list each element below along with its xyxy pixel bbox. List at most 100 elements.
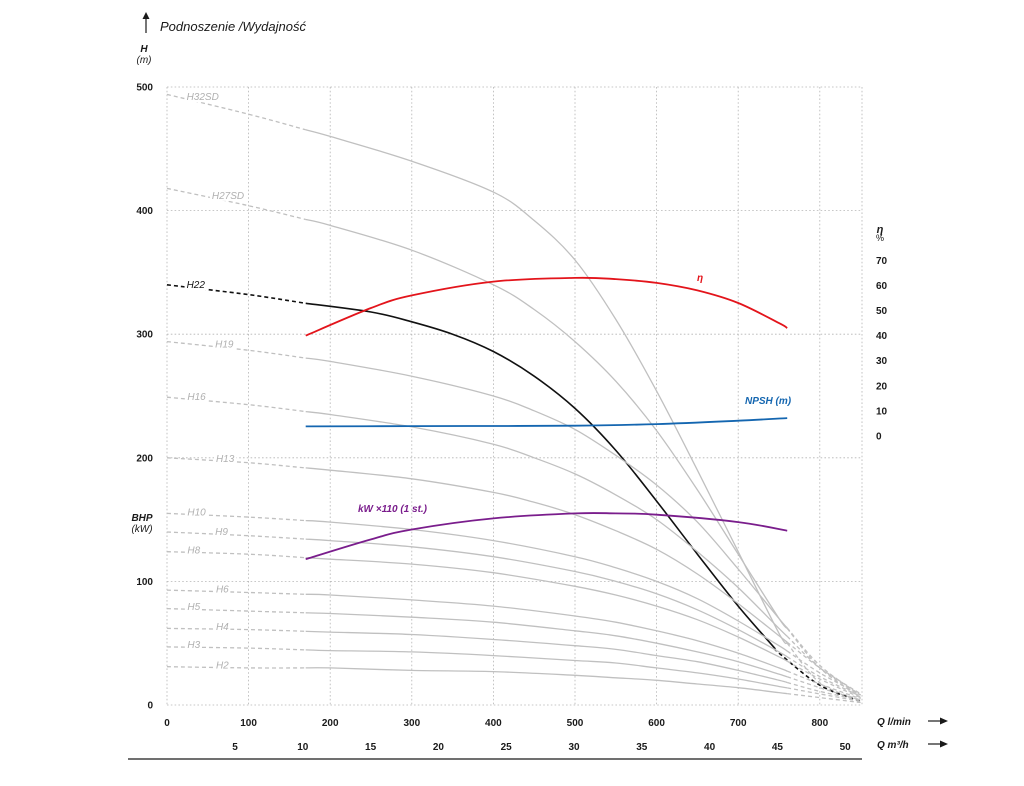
head-curve-h19 bbox=[305, 357, 788, 629]
x2-tick-label: 50 bbox=[840, 742, 852, 753]
head-curve-dashed-h8 bbox=[166, 551, 306, 559]
eta-tick-label: 50 bbox=[876, 306, 888, 317]
curve-label-h10: H10 bbox=[187, 507, 206, 518]
efficiency-curve bbox=[305, 276, 788, 337]
curve-label-h9: H9 bbox=[215, 527, 228, 538]
curve-label-h5: H5 bbox=[187, 602, 200, 613]
bhp-axis-label: BHP bbox=[131, 513, 152, 524]
x2-tick-label: 35 bbox=[636, 742, 648, 753]
x2-tick-label: 5 bbox=[232, 742, 238, 753]
q-m3h-arrow-icon bbox=[940, 740, 948, 748]
y-axis-arrow-icon bbox=[142, 12, 150, 19]
curve-label-h22: H22 bbox=[187, 280, 206, 291]
head-curve-h3 bbox=[305, 649, 788, 689]
x-tick-label: 400 bbox=[485, 718, 502, 729]
head-curve-h27sd bbox=[305, 218, 788, 629]
eta-tick-label: 60 bbox=[876, 281, 888, 292]
head-curve-dashed-h4 bbox=[787, 681, 861, 701]
performance-curves: η NPSH (m) kW ×110 (1 st.) bbox=[305, 273, 792, 561]
curve-label-bg bbox=[213, 338, 236, 350]
head-curve-h4 bbox=[305, 630, 788, 684]
curve-label-bg bbox=[213, 659, 231, 671]
x2-tick-label: 45 bbox=[772, 742, 784, 753]
curve-label-bg bbox=[185, 544, 202, 556]
curve-label-bg bbox=[213, 452, 237, 464]
head-curve-dashed-h13 bbox=[786, 641, 861, 695]
curve-label-bg bbox=[213, 621, 231, 633]
x-tick-label: 100 bbox=[240, 718, 257, 729]
x-tick-label: 500 bbox=[567, 718, 584, 729]
eta-tick-label: 10 bbox=[876, 406, 888, 417]
bottom-axis-label: Q l/min bbox=[877, 717, 911, 728]
head-curve-dashed-h19 bbox=[786, 627, 861, 696]
eta-tick-label: 40 bbox=[876, 331, 888, 342]
y-tick-label: 200 bbox=[136, 453, 153, 464]
curve-label-h27sd: H27SD bbox=[212, 191, 244, 202]
curve-label-bg bbox=[185, 391, 208, 403]
head-curve-dashed-h32sd bbox=[786, 642, 861, 701]
curve-label-bg bbox=[185, 601, 202, 613]
curve-label-h13: H13 bbox=[216, 454, 235, 465]
curve-label-bg bbox=[184, 279, 208, 291]
head-curve-h22 bbox=[305, 302, 776, 649]
curve-label-bg bbox=[184, 91, 220, 103]
curve-label-bg bbox=[213, 583, 231, 595]
curve-label-bg bbox=[185, 506, 208, 518]
x-tick-label: 200 bbox=[322, 718, 339, 729]
head-curve-dashed-h4 bbox=[166, 627, 306, 632]
head-curve-dashed-h8 bbox=[786, 660, 861, 699]
head-curve-dashed-h6 bbox=[786, 670, 861, 700]
y-tick-label: 100 bbox=[136, 577, 153, 588]
x2-tick-label: 20 bbox=[433, 742, 445, 753]
right-axis-unit: % bbox=[876, 233, 884, 243]
x2-tick-label: 40 bbox=[704, 742, 716, 753]
head-curve-dashed-h5 bbox=[166, 607, 306, 614]
head-curve-h8 bbox=[305, 557, 788, 662]
head-curve-dashed-h6 bbox=[166, 589, 306, 595]
chart-text: Podnoszenie /Wydajność H (m) BHP (kW) η … bbox=[131, 19, 910, 751]
x-tick-label: 800 bbox=[811, 718, 828, 729]
head-curve-h16 bbox=[305, 410, 788, 637]
head-curve-dashed-h3 bbox=[166, 646, 306, 651]
x2-tick-label: 30 bbox=[568, 742, 580, 753]
right-axis-label: η bbox=[877, 224, 884, 236]
npsh-curve bbox=[305, 417, 788, 428]
x2-tick-label: 25 bbox=[501, 742, 513, 753]
head-curve-h5 bbox=[305, 612, 788, 678]
chart-title: Podnoszenie /Wydajność bbox=[160, 19, 306, 34]
head-curve-dashed-h13 bbox=[166, 457, 306, 469]
x-tick-label: 600 bbox=[648, 718, 665, 729]
left-axis-label: H bbox=[140, 44, 148, 55]
curve-label-bg bbox=[185, 639, 202, 651]
bhp-axis-unit: (kW) bbox=[131, 524, 152, 535]
curve-label-h2: H2 bbox=[216, 660, 229, 671]
power-label: kW ×110 (1 st.) bbox=[358, 504, 428, 515]
head-curve-h13 bbox=[305, 467, 788, 643]
head-curve-dashed-h9 bbox=[166, 531, 306, 540]
left-axis-unit: (m) bbox=[137, 55, 152, 66]
head-curve-dashed-h27sd bbox=[166, 187, 306, 221]
head-curve-dashed-h2 bbox=[166, 666, 306, 669]
curve-label-h4: H4 bbox=[216, 622, 229, 633]
head-curve-dashed-h10 bbox=[166, 512, 306, 522]
x2-tick-label: 15 bbox=[365, 742, 377, 753]
head-curve-dashed-h32sd bbox=[166, 93, 306, 131]
q-lmin-arrow-icon bbox=[940, 717, 948, 725]
power-curve bbox=[305, 512, 788, 561]
head-curve-dashed-h5 bbox=[786, 676, 861, 701]
curve-label-h6: H6 bbox=[216, 585, 229, 596]
eta-tick-label: 20 bbox=[876, 381, 888, 392]
curve-label-h3: H3 bbox=[187, 640, 200, 651]
head-curve-dashed-h10 bbox=[786, 650, 861, 696]
x-tick-label: 700 bbox=[730, 718, 747, 729]
curve-label-bg bbox=[209, 189, 245, 201]
efficiency-label: η bbox=[697, 273, 703, 284]
eta-tick-label: 30 bbox=[876, 356, 888, 367]
x2-tick-label: 10 bbox=[297, 742, 309, 753]
curve-label-h19: H19 bbox=[215, 340, 234, 351]
head-curve-h10 bbox=[305, 519, 788, 652]
x-tick-label: 300 bbox=[403, 718, 420, 729]
curve-label-h8: H8 bbox=[187, 545, 200, 556]
bottom-secondary-axis-label: Q m³/h bbox=[877, 740, 909, 751]
